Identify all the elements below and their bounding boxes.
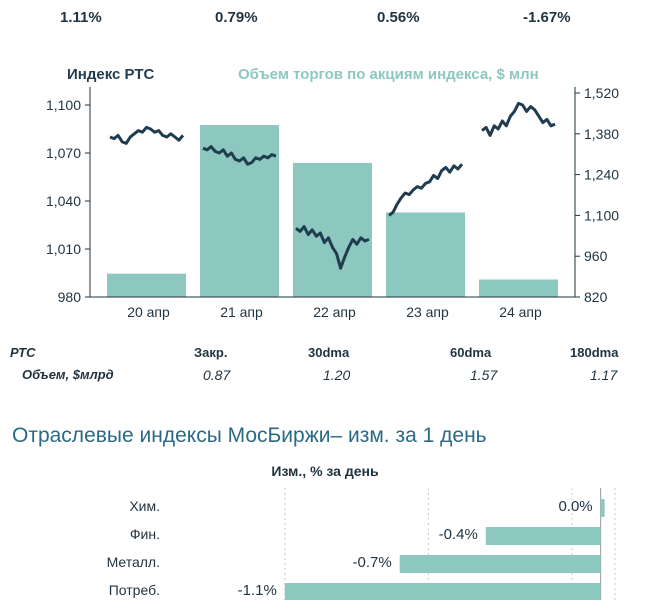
change-value-4: -1.67% — [523, 9, 571, 26]
x-tick-label: 21 апр — [220, 304, 263, 320]
rts-line-segment — [109, 125, 185, 145]
sector-bar-chart — [284, 488, 616, 600]
sector-value-label: -0.7% — [352, 554, 392, 571]
sector-bar — [485, 527, 601, 545]
right-tick-label: 960 — [584, 248, 608, 264]
table-cell-180dma: 1.17 — [590, 367, 618, 383]
table-header-close: Закр. — [194, 345, 228, 360]
sector-category-label: Хим. — [129, 498, 160, 514]
sector-bar — [284, 583, 601, 600]
table-cell-30dma: 1.20 — [323, 367, 351, 383]
table-cell-close: 0.87 — [203, 367, 231, 383]
rts-line-segment — [481, 101, 556, 137]
volume-bar — [107, 273, 186, 297]
rts-line-segment — [388, 163, 464, 217]
right-tick-label: 1,520 — [584, 85, 619, 101]
sector-value-label: 0.0% — [558, 498, 593, 515]
rts-volume-chart: 1,100 1,070 1,040 1,010 980 1,520 1,380 1,240 1,… — [46, 85, 619, 320]
sector-bar — [399, 555, 601, 573]
change-value-1: 1.11% — [60, 9, 102, 26]
change-value-2: 0.79% — [215, 9, 258, 26]
x-tick-label: 23 апр — [406, 304, 449, 320]
table-header-60dma: 60dma — [450, 345, 492, 360]
rts-line-segment — [295, 225, 370, 270]
sector-category-label: Фин. — [129, 526, 160, 542]
left-tick-label: 1,040 — [46, 193, 81, 209]
right-tick-label: 1,380 — [584, 126, 619, 142]
left-tick-label: 980 — [58, 289, 82, 305]
left-tick-label: 1,100 — [46, 97, 81, 113]
left-tick-label: 1,010 — [46, 241, 81, 257]
right-tick-label: 820 — [584, 289, 608, 305]
rts-line-segment — [202, 145, 277, 166]
sector-category-label: Металл. — [106, 554, 160, 570]
table-header-30dma: 30dma — [308, 345, 350, 360]
legend-rts: Индекс РТС — [67, 66, 155, 83]
table-row-label-volume: Объем, $млрд — [22, 367, 114, 382]
sector-value-label: -0.4% — [438, 526, 478, 543]
change-value-3: 0.56% — [377, 9, 420, 26]
sector-chart-title: Изм., % за день — [271, 463, 379, 479]
right-tick-label: 1,240 — [584, 167, 619, 183]
section-title: Отраслевые индексы МосБиржи– изм. за 1 д… — [12, 424, 487, 447]
sector-value-label: -1.1% — [237, 582, 277, 599]
sector-bar — [600, 499, 605, 517]
table-cell-60dma: 1.57 — [470, 367, 498, 383]
x-tick-label: 22 апр — [313, 304, 356, 320]
table-row-label-rts: РТС — [10, 345, 36, 360]
volume-bar — [479, 279, 558, 297]
x-tick-label: 24 апр — [499, 304, 542, 320]
right-tick-label: 1,100 — [584, 207, 619, 223]
x-tick-label: 20 апр — [127, 304, 170, 320]
table-header-180dma: 180dma — [570, 345, 619, 360]
sector-category-label: Потреб. — [108, 582, 160, 598]
legend-volume: Объем торгов по акциям индекса, $ млн — [238, 66, 539, 83]
volume-bar — [386, 212, 465, 297]
volume-bar — [200, 125, 279, 297]
left-tick-label: 1,070 — [46, 145, 81, 161]
